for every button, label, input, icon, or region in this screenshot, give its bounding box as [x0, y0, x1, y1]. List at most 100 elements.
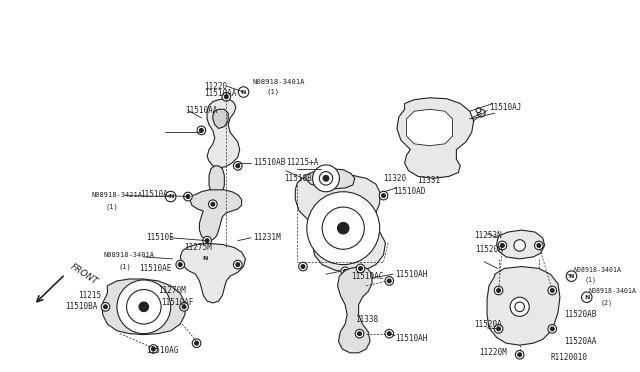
- Circle shape: [358, 332, 362, 336]
- Text: 11220: 11220: [204, 82, 227, 91]
- Circle shape: [117, 280, 171, 334]
- Text: 11215: 11215: [79, 291, 102, 300]
- Circle shape: [236, 164, 240, 168]
- Circle shape: [307, 192, 380, 264]
- Text: (1): (1): [119, 263, 132, 270]
- Circle shape: [209, 200, 217, 209]
- Text: (1): (1): [266, 89, 280, 95]
- Circle shape: [222, 93, 230, 101]
- Circle shape: [192, 339, 201, 347]
- Circle shape: [510, 297, 529, 317]
- Circle shape: [387, 332, 391, 336]
- Circle shape: [343, 269, 347, 273]
- Text: 11331: 11331: [417, 176, 440, 185]
- Circle shape: [582, 292, 592, 302]
- Text: 11510AC: 11510AC: [351, 272, 383, 280]
- Text: 11510AA: 11510AA: [204, 89, 237, 99]
- Text: 11510AD: 11510AD: [393, 187, 426, 196]
- Circle shape: [139, 302, 148, 312]
- Circle shape: [165, 191, 176, 202]
- Circle shape: [385, 277, 394, 285]
- Circle shape: [514, 240, 525, 251]
- Text: 11338: 11338: [356, 315, 379, 324]
- Text: R1120010: R1120010: [550, 353, 588, 362]
- Circle shape: [497, 289, 500, 292]
- Text: 11520AB: 11520AB: [564, 310, 596, 319]
- Circle shape: [548, 324, 557, 333]
- Circle shape: [104, 305, 108, 309]
- Circle shape: [197, 126, 205, 135]
- Circle shape: [387, 279, 391, 283]
- Circle shape: [200, 254, 211, 264]
- Polygon shape: [406, 109, 452, 146]
- Text: 11520AA: 11520AA: [564, 337, 596, 346]
- Circle shape: [186, 195, 190, 199]
- Circle shape: [319, 171, 333, 185]
- Text: 11220M: 11220M: [479, 348, 507, 357]
- Text: 11215+A: 11215+A: [285, 158, 318, 167]
- Text: N08918-3401A: N08918-3401A: [104, 252, 154, 258]
- Circle shape: [180, 302, 188, 311]
- Circle shape: [341, 267, 349, 276]
- Text: 11510AB: 11510AB: [253, 158, 285, 167]
- Circle shape: [355, 329, 364, 338]
- Polygon shape: [207, 99, 240, 168]
- Circle shape: [494, 286, 503, 295]
- Text: N08918-3401A: N08918-3401A: [252, 80, 305, 86]
- Text: 11270M: 11270M: [158, 286, 186, 295]
- Circle shape: [301, 264, 305, 269]
- Circle shape: [477, 109, 485, 117]
- Circle shape: [184, 192, 192, 201]
- Circle shape: [518, 353, 522, 357]
- Circle shape: [200, 128, 204, 132]
- Circle shape: [515, 350, 524, 359]
- Circle shape: [176, 260, 184, 269]
- Circle shape: [234, 260, 242, 269]
- Text: 11275M: 11275M: [184, 243, 212, 252]
- Text: N: N: [241, 90, 246, 94]
- Circle shape: [337, 222, 349, 234]
- Polygon shape: [337, 266, 372, 353]
- Circle shape: [515, 302, 524, 312]
- Circle shape: [323, 176, 329, 181]
- Text: 11510AH: 11510AH: [395, 334, 428, 343]
- Circle shape: [179, 263, 182, 266]
- Polygon shape: [295, 174, 385, 272]
- Circle shape: [205, 239, 209, 243]
- Circle shape: [494, 324, 503, 333]
- Text: 11510AF: 11510AF: [161, 298, 193, 308]
- Circle shape: [379, 191, 388, 200]
- Text: N: N: [168, 194, 173, 199]
- Circle shape: [497, 327, 500, 331]
- Circle shape: [299, 262, 307, 271]
- Text: (2): (2): [600, 300, 612, 306]
- Circle shape: [127, 289, 161, 324]
- Circle shape: [225, 95, 228, 99]
- Text: 11510B: 11510B: [284, 174, 312, 183]
- Circle shape: [537, 244, 541, 247]
- Text: 11510AA: 11510AA: [185, 106, 218, 115]
- Text: N08918-3421A: N08918-3421A: [91, 192, 142, 198]
- Text: 11510AH: 11510AH: [395, 270, 428, 279]
- Text: (1): (1): [106, 204, 118, 210]
- Circle shape: [234, 161, 242, 170]
- Circle shape: [550, 327, 554, 331]
- Polygon shape: [102, 279, 185, 334]
- Circle shape: [500, 244, 504, 247]
- Text: 11520A: 11520A: [476, 245, 503, 254]
- Text: 11510AG: 11510AG: [146, 346, 178, 355]
- Circle shape: [534, 241, 543, 250]
- Text: 11510E: 11510E: [146, 233, 173, 242]
- Circle shape: [322, 207, 364, 249]
- Polygon shape: [213, 109, 228, 128]
- Circle shape: [149, 345, 157, 353]
- Text: N: N: [202, 256, 208, 262]
- Text: 11231M: 11231M: [253, 233, 281, 242]
- Text: 11510BA: 11510BA: [65, 302, 97, 311]
- Circle shape: [548, 286, 557, 295]
- Text: N: N: [569, 274, 574, 279]
- Text: N08918-3401A: N08918-3401A: [573, 267, 621, 273]
- Text: 11320: 11320: [383, 174, 406, 183]
- Circle shape: [358, 266, 362, 270]
- Circle shape: [152, 347, 156, 351]
